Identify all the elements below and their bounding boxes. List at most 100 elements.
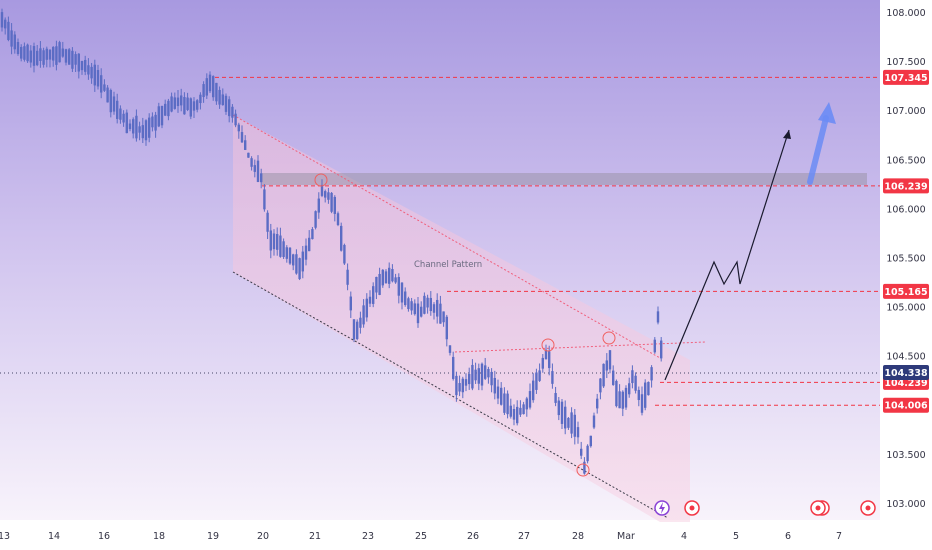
candle-body	[468, 374, 471, 385]
candle-body	[23, 46, 26, 60]
candle-body	[80, 61, 84, 71]
candle-body	[432, 304, 436, 313]
price-tick-label: 108.000	[886, 8, 925, 19]
candle-body	[61, 48, 64, 57]
candle-body	[541, 357, 544, 369]
channel-pattern-label: Channel Pattern	[414, 260, 482, 270]
candle-body	[608, 350, 612, 370]
candle-body	[490, 371, 493, 386]
time-tick-label: 25	[415, 531, 427, 542]
candle-body	[340, 225, 343, 251]
candle-body	[557, 400, 560, 416]
candle-body	[4, 19, 7, 29]
candle-body	[189, 98, 192, 117]
candle-body	[160, 105, 164, 126]
candle-body	[592, 415, 596, 428]
lightning-icon[interactable]	[654, 500, 670, 516]
candle-body	[416, 303, 420, 324]
candle-body	[29, 50, 32, 63]
candle-body	[170, 96, 173, 112]
candle-body	[167, 100, 170, 117]
candle-body	[77, 53, 80, 72]
channel-lower-line	[232, 271, 669, 519]
candle-body	[96, 69, 100, 87]
candle-body	[74, 54, 77, 65]
candle-body	[48, 49, 52, 60]
candle-body	[192, 101, 196, 111]
time-tick-label: Mar	[617, 531, 635, 542]
candle-body	[10, 30, 13, 47]
candle-body	[272, 233, 276, 250]
candle-body	[567, 417, 570, 428]
candle-body	[487, 368, 490, 378]
candle-body	[84, 59, 87, 72]
candle-body	[426, 297, 429, 308]
candle-body	[596, 398, 599, 409]
price-tick-label: 105.500	[886, 254, 925, 265]
candlestick-series	[0, 8, 663, 475]
candle-body	[39, 48, 42, 61]
event-dot-icon[interactable]	[860, 500, 876, 516]
candle-body	[186, 97, 189, 110]
candle-body	[621, 391, 624, 409]
event-icons[interactable]	[654, 500, 876, 516]
candle-body	[240, 132, 244, 143]
candle-body	[215, 82, 218, 102]
candle-body	[263, 189, 266, 210]
candle-body	[384, 271, 388, 284]
candle-body	[151, 116, 154, 128]
candle-body	[458, 383, 461, 392]
candle-body	[324, 191, 327, 198]
time-tick-label: 7	[836, 531, 842, 542]
candle-body	[157, 106, 160, 127]
candle-body	[442, 311, 445, 323]
candle-body	[336, 213, 340, 226]
candle-body	[461, 378, 464, 393]
candle-body	[135, 115, 138, 139]
candle-body	[618, 391, 621, 409]
candle-body	[106, 87, 109, 103]
event-dot-icon[interactable]	[684, 500, 700, 516]
candle-body	[333, 196, 336, 214]
candle-body	[45, 48, 48, 60]
candle-body	[228, 99, 231, 117]
candle-body	[250, 158, 253, 167]
time-tick-label: 5	[733, 531, 739, 542]
candle-body	[410, 301, 413, 311]
candle-body	[32, 46, 36, 66]
candle-body	[656, 311, 660, 323]
candle-body	[42, 50, 45, 65]
candle-body	[503, 393, 506, 413]
candle-body	[628, 383, 631, 395]
candle-body	[199, 94, 202, 104]
candle-body	[55, 46, 58, 65]
candle-body	[548, 351, 551, 369]
candle-body	[285, 247, 288, 259]
candle-body	[493, 377, 496, 394]
candle-body	[359, 317, 362, 328]
price-axis-background	[880, 0, 932, 520]
candle-body	[615, 380, 618, 407]
candle-body	[352, 319, 356, 340]
candle-body	[423, 295, 426, 314]
candle-body	[256, 160, 260, 182]
candle-body	[586, 445, 589, 462]
candle-body	[269, 230, 272, 251]
candle-body	[116, 100, 119, 119]
price-level-tags: 107.345 106.239 105.165 104.239 104.006	[883, 69, 929, 413]
candle-body	[525, 398, 528, 410]
price-tick-label: 107.500	[886, 57, 925, 68]
candle-body	[375, 276, 378, 293]
candle-body	[64, 49, 68, 63]
candle-body	[448, 345, 452, 353]
candle-body	[477, 368, 480, 384]
price-level-tag	[883, 69, 929, 85]
candle-body	[391, 269, 394, 282]
candle-body	[180, 95, 183, 106]
event-multi-icon[interactable]	[810, 500, 830, 516]
channel-upper-line	[232, 114, 661, 359]
candle-body	[295, 254, 298, 274]
candle-body	[538, 370, 541, 381]
candle-body	[365, 298, 368, 318]
